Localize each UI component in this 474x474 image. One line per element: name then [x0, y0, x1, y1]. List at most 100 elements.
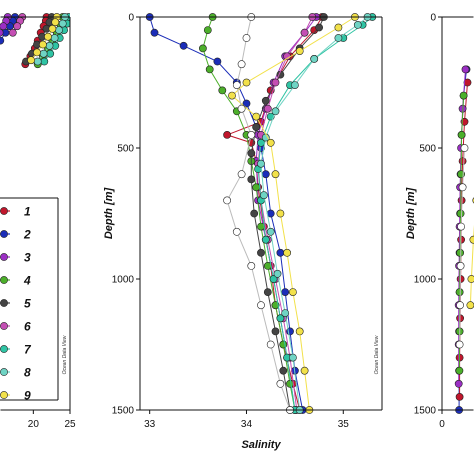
legend-swatch-marker — [0, 391, 8, 399]
data-point — [271, 301, 280, 310]
data-point — [310, 55, 319, 63]
data-point — [252, 183, 261, 192]
data-point — [457, 130, 466, 139]
data-point — [276, 209, 285, 218]
data-point — [150, 28, 159, 37]
data-point — [288, 288, 297, 296]
legend-swatch-marker — [0, 276, 8, 284]
data-point — [247, 175, 256, 184]
data-point — [271, 327, 280, 336]
data-point — [237, 104, 246, 113]
x-tick-label: 35 — [338, 419, 350, 430]
data-point — [46, 49, 55, 58]
data-point — [237, 170, 246, 179]
data-point — [271, 107, 280, 116]
data-point — [58, 19, 67, 28]
data-point — [276, 314, 285, 323]
data-point — [39, 40, 47, 49]
data-point — [288, 353, 297, 362]
legend-swatch-marker — [0, 207, 8, 215]
data-point — [281, 288, 290, 296]
data-point — [458, 183, 467, 192]
legend-label-3: 3 — [24, 251, 31, 265]
data-point — [228, 91, 236, 100]
data-point — [27, 56, 35, 65]
panel-left: 20 25 Ocean Data View 1 2 3 4 5 6 7 8 9 — [0, 13, 76, 430]
data-point — [261, 235, 270, 244]
data-point — [269, 275, 278, 283]
data-point — [0, 28, 4, 37]
data-point — [455, 340, 464, 349]
y-tick-label: 0 — [128, 13, 134, 24]
data-point — [179, 41, 188, 50]
data-point — [454, 379, 463, 388]
data-point — [276, 248, 285, 257]
data-point — [257, 301, 265, 310]
legend-label-9: 9 — [24, 389, 31, 403]
data-point — [263, 104, 272, 113]
data-point — [250, 209, 259, 218]
data-point — [353, 20, 362, 29]
data-point — [0, 36, 5, 45]
data-point — [263, 288, 272, 296]
data-point — [51, 18, 60, 27]
data-point — [266, 138, 275, 147]
data-point — [205, 65, 214, 74]
data-point — [334, 23, 343, 32]
data-point — [456, 209, 465, 218]
data-point — [55, 26, 63, 34]
data-point — [334, 34, 343, 42]
data-point — [261, 96, 270, 105]
data-point — [315, 23, 323, 32]
data-point — [460, 144, 469, 152]
data-point — [0, 22, 8, 31]
data-point — [198, 44, 207, 53]
data-point — [50, 34, 59, 42]
data-point — [467, 275, 474, 283]
data-point — [461, 65, 470, 74]
data-point — [456, 261, 465, 270]
data-point — [455, 366, 464, 375]
data-point — [44, 32, 52, 41]
x-tick-label: 25 — [64, 419, 76, 430]
data-point — [242, 78, 251, 87]
panel-middle: 33 34 35 0 500 1000 1500 Salinity Depth [m] Ocean… — [103, 13, 383, 451]
watermark-text: Ocean Data View — [374, 335, 380, 374]
data-point — [456, 301, 464, 310]
data-point — [276, 379, 285, 388]
data-point — [456, 248, 464, 257]
y-axis-title: Depth [m] — [405, 188, 417, 240]
legend-label-4: 4 — [23, 274, 31, 288]
data-point — [283, 248, 291, 257]
data-point — [252, 112, 261, 121]
legend-swatch-marker — [0, 345, 8, 353]
series-line-7 — [257, 16, 373, 411]
legend-label-8: 8 — [24, 366, 31, 380]
data-point — [223, 130, 231, 139]
legend-swatch-marker — [0, 299, 8, 307]
y-tick-label: 1000 — [414, 275, 437, 286]
legend-swatch-marker — [0, 230, 8, 238]
legend-swatch-marker — [0, 322, 8, 330]
data-point — [33, 48, 41, 57]
legend: 1 2 3 4 5 6 7 8 9 — [0, 197, 59, 403]
y-tick-label: 1500 — [414, 406, 437, 417]
data-point — [271, 78, 280, 87]
data-point — [33, 57, 42, 66]
legend-label-2: 2 — [23, 228, 31, 242]
x-tick-label: 20 — [28, 419, 40, 430]
data-point — [466, 301, 474, 310]
watermark-text: Ocean Data View — [62, 335, 68, 374]
data-point — [257, 159, 265, 168]
data-point — [279, 340, 288, 349]
data-point — [252, 123, 261, 131]
legend-label-5: 5 — [24, 297, 31, 311]
data-point — [286, 379, 294, 388]
data-point — [247, 261, 256, 270]
data-point — [266, 340, 275, 349]
data-point — [295, 47, 304, 55]
data-point — [469, 235, 474, 244]
plot-area — [454, 65, 474, 414]
data-point — [458, 157, 467, 165]
data-point — [463, 78, 472, 87]
